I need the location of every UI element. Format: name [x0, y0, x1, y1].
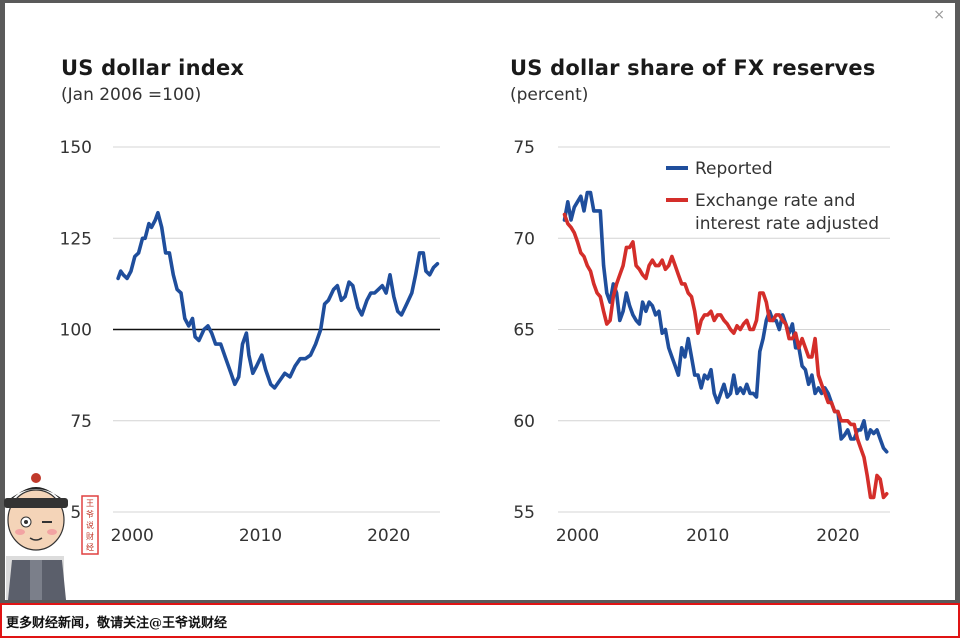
dollar-index-ytick-label: 125 — [60, 229, 92, 249]
watermark-stamp: 王爷说财经 — [86, 499, 94, 552]
fx-reserves-xtick-label: 2020 — [816, 526, 859, 546]
fx-reserves-ytick-label: 60 — [513, 412, 535, 432]
dollar-index-ytick-label: 100 — [60, 321, 92, 341]
chart-subtitle-fx-reserves: (percent) — [510, 85, 589, 105]
fx-reserves-ytick-label: 75 — [513, 138, 535, 158]
footer-text: 更多财经新闻，敬请关注@王爷说财经 — [6, 616, 228, 631]
dollar-index-ytick-label: 150 — [60, 138, 92, 158]
mascot-watermark: 王爷说财经 — [0, 448, 100, 600]
fx-reserves-series-line-1 — [562, 212, 889, 500]
chart-subtitle-dollar-index: (Jan 2006 =100) — [61, 85, 202, 105]
fx-reserves-legend-label: Exchange rate and interest rate adjusted — [695, 191, 879, 234]
dollar-index-ytick-label: 75 — [70, 412, 92, 432]
dollar-index-xtick-label: 2010 — [239, 526, 282, 546]
fx-reserves-ytick-label: 65 — [513, 321, 535, 341]
dollar-index-xtick-label: 2000 — [111, 526, 154, 546]
chart-title-dollar-index: US dollar index — [61, 56, 245, 80]
dollar-index-series-line-0 — [116, 210, 440, 390]
fx-reserves-ytick-label: 55 — [513, 503, 535, 523]
dollar-index-xtick-label: 2020 — [367, 526, 410, 546]
fx-reserves-xtick-label: 2000 — [556, 526, 599, 546]
fx-reserves-legend-label: Reported — [695, 159, 773, 179]
chart-modal: × US dollar index (Jan 2006 =100) US dol… — [5, 3, 955, 600]
fx-reserves-xtick-label: 2010 — [686, 526, 729, 546]
close-icon[interactable]: × — [933, 7, 945, 23]
footer-banner: 更多财经新闻，敬请关注@王爷说财经 — [0, 603, 960, 638]
fx-reserves-ytick-label: 70 — [513, 229, 535, 249]
chart-title-fx-reserves: US dollar share of FX reserves — [510, 56, 876, 80]
